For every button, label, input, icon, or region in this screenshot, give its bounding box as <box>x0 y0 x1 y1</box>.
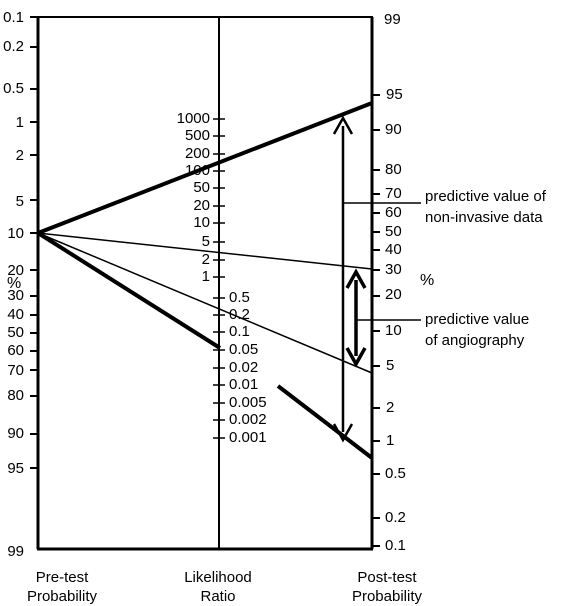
lr-tick-label: 2 <box>202 251 210 268</box>
pretest-tick-label: 90 <box>7 425 24 442</box>
pretest-unit-label: % <box>7 275 21 292</box>
pretest-title-line1: Pre-test <box>36 569 89 586</box>
negative-test-line-thick <box>36 231 222 350</box>
posttest-tick-label: 60 <box>385 204 402 221</box>
posttest-tick-label: 0.2 <box>385 509 406 526</box>
lr-tick-label: 200 <box>185 145 210 162</box>
pretest-tick-label: 50 <box>7 324 24 341</box>
posttest-title-line2: Probability <box>352 588 423 605</box>
noninvasive-arrow-head-top <box>332 115 354 135</box>
negative-test-line-thick-right <box>276 384 374 460</box>
nomogram-axes <box>36 16 374 551</box>
lr-tick-label: 500 <box>185 127 210 144</box>
posttest-tick-label: 99 <box>384 11 401 28</box>
pretest-tick-label: 20 <box>7 262 24 279</box>
lr-tick-label: 0.2 <box>229 306 250 323</box>
posttest-tick-label: 30 <box>385 261 402 278</box>
posttest-tick-label: 1 <box>386 432 394 449</box>
likelihood-title-line1: Likelihood <box>184 569 252 586</box>
pretest-title-line2: Probability <box>27 588 98 605</box>
posttest-tick-label: 0.1 <box>385 537 406 554</box>
posttest-title-line1: Post-test <box>357 569 417 586</box>
noninvasive-annotation-line2: non-invasive data <box>425 209 543 226</box>
likelihood-title-line2: Ratio <box>200 588 235 605</box>
pretest-tick-label: 1 <box>16 114 24 131</box>
posttest-tick-label: 2 <box>386 399 394 416</box>
angiography-annotation-line1: predictive value <box>425 311 529 328</box>
posttest-labels: 99 95 90 80 70 60 50 40 30 20 10 5 2 1 0… <box>384 11 406 554</box>
pretest-tick-label: 0.1 <box>3 9 24 26</box>
posttest-unit-label: % <box>420 272 434 289</box>
negative-test-line-thin <box>37 232 373 374</box>
lr-tick-label: 0.01 <box>229 376 258 393</box>
pretest-tick-label: 0.5 <box>3 80 24 97</box>
lr-tick-label: 0.5 <box>229 289 250 306</box>
pretest-tick-label: 80 <box>7 387 24 404</box>
positive-test-line-thin <box>37 232 373 270</box>
posttest-tick-label: 5 <box>386 357 394 374</box>
lr-tick-label: 5 <box>202 233 210 250</box>
pretest-tick-label: 2 <box>16 147 24 164</box>
pretest-tick-label: 99 <box>7 543 24 560</box>
lr-tick-label: 0.002 <box>229 411 267 428</box>
pretest-tick-label: 10 <box>7 225 24 242</box>
posttest-tick-label: 50 <box>385 223 402 240</box>
pretest-labels: 0.1 0.2 0.5 1 2 5 10 20 30 40 50 60 70 8… <box>3 9 24 560</box>
noninvasive-arrow-head-bottom <box>332 423 354 443</box>
pretest-tick-label: 95 <box>7 460 24 477</box>
positive-test-line-thick <box>37 101 373 235</box>
pretest-tick-label: 0.2 <box>3 38 24 55</box>
pretest-tick-label: 5 <box>16 193 24 210</box>
lr-tick-label: 0.05 <box>229 341 258 358</box>
posttest-tick-label: 20 <box>385 286 402 303</box>
noninvasive-annotation-line1: predictive value of <box>425 188 547 205</box>
pretest-tick-label: 40 <box>7 306 24 323</box>
likelihood-labels: 1000 500 200 100 50 20 10 5 2 1 0.5 0.2 … <box>177 110 267 446</box>
angiography-arrow-head-top <box>345 268 367 289</box>
posttest-tick-label: 40 <box>385 241 402 258</box>
lr-tick-label: 0.1 <box>229 323 250 340</box>
lr-tick-label: 0.001 <box>229 429 267 446</box>
nomogram-lines <box>36 101 421 460</box>
lr-tick-label: 10 <box>193 214 210 231</box>
pretest-tick-label: 60 <box>7 342 24 359</box>
posttest-tick-label: 90 <box>385 121 402 138</box>
posttest-tick-label: 10 <box>385 322 402 339</box>
lr-tick-label: 100 <box>185 162 210 179</box>
angiography-arrow-head-bottom <box>345 347 367 368</box>
posttest-tick-label: 95 <box>386 86 403 103</box>
posttest-tick-label: 70 <box>385 185 402 202</box>
posttest-tick-label: 80 <box>385 161 402 178</box>
posttest-tick-label: 0.5 <box>385 465 406 482</box>
lr-tick-label: 50 <box>193 179 210 196</box>
lr-tick-label: 1000 <box>177 110 210 127</box>
lr-tick-label: 20 <box>193 197 210 214</box>
angiography-annotation-line2: of angiography <box>425 332 525 349</box>
lr-tick-label: 0.005 <box>229 394 267 411</box>
lr-tick-label: 0.02 <box>229 359 258 376</box>
pretest-tick-label: 30 <box>7 287 24 304</box>
nomogram-ticks <box>30 16 380 547</box>
pretest-tick-label: 70 <box>7 362 24 379</box>
lr-tick-label: 1 <box>202 268 210 285</box>
